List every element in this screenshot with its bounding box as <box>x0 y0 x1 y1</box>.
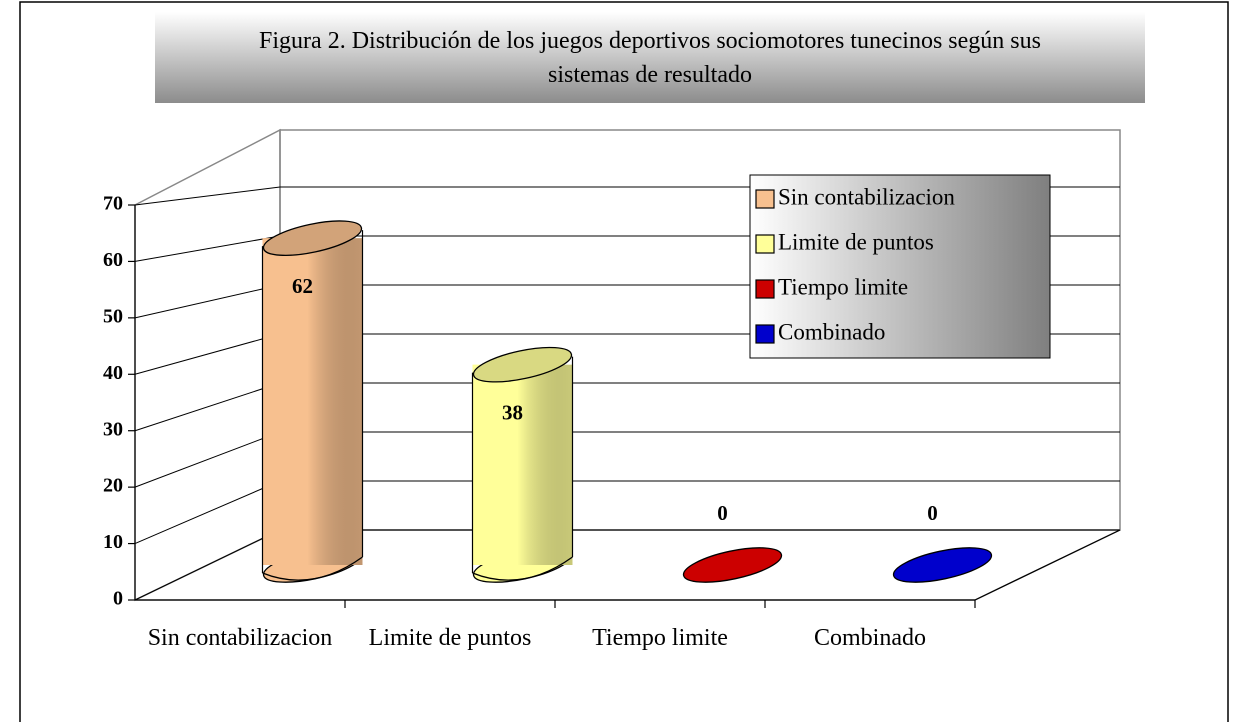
legend-label: Tiempo limite <box>778 274 908 299</box>
y-tick-label: 10 <box>103 531 123 553</box>
side-wall <box>134 128 281 602</box>
legend-swatch <box>755 324 775 344</box>
legend: Sin contabilizacion Limite de puntos Tiemp… <box>749 174 1051 359</box>
cylinder <box>682 547 783 583</box>
y-tick-label: 40 <box>103 362 123 384</box>
value-label: 62 <box>292 274 313 298</box>
legend-box <box>749 174 1051 359</box>
value-label: 0 <box>927 501 938 525</box>
legend-label: Limite de puntos <box>778 229 934 254</box>
legend-swatch <box>755 279 775 299</box>
legend-swatch <box>755 234 775 254</box>
grid-line <box>134 382 281 432</box>
value-label: 0 <box>717 501 728 525</box>
x-tick-label: Tiempo limite <box>592 625 728 651</box>
x-tick-label: Sin contabilizacion <box>147 625 333 651</box>
cylinder-shade <box>262 238 363 565</box>
bars: 62 38 0 0 <box>261 220 993 583</box>
cylinder-base <box>892 547 993 583</box>
chart-title: Figura 2. Distribución de los juegos dep… <box>259 27 1041 88</box>
grid-line <box>134 284 281 319</box>
floor-edge <box>974 529 1121 601</box>
legend-swatch <box>755 189 775 209</box>
cylinder-front <box>472 556 573 581</box>
y-tick-label: 50 <box>103 305 123 327</box>
grid-line <box>134 529 281 601</box>
title-box: Figura 2. Distribución de los juegos dep… <box>155 12 1145 103</box>
cylinder-top-shade <box>263 220 362 256</box>
value-label: 38 <box>502 400 523 424</box>
y-tick-label: 60 <box>103 249 123 271</box>
cylinder-top <box>472 346 573 383</box>
grid-line <box>134 186 281 206</box>
legend-label: Sin contabilizacion <box>778 184 955 209</box>
grid-line <box>134 235 281 262</box>
y-tick-label: 0 <box>113 588 123 610</box>
cylinder <box>471 346 574 583</box>
y-tick-label: 30 <box>103 418 123 440</box>
cylinder <box>892 547 993 583</box>
y-tick-label: 70 <box>103 193 123 215</box>
cylinder-front <box>262 556 363 581</box>
cylinder-shade <box>472 364 573 565</box>
grid-line <box>134 431 281 488</box>
x-tick-label: Combinado <box>814 625 926 651</box>
grid-line <box>134 333 281 375</box>
y-tick-label: 20 <box>103 475 123 497</box>
cylinder-top-shade <box>473 347 572 382</box>
legend-label: Combinado <box>778 319 885 344</box>
frame <box>19 1 1229 722</box>
grid-line <box>134 480 281 545</box>
cylinder-base <box>682 547 783 583</box>
cylinder <box>261 220 364 583</box>
x-tick-label: Limite de puntos <box>368 625 532 651</box>
cylinder-top <box>262 220 363 257</box>
